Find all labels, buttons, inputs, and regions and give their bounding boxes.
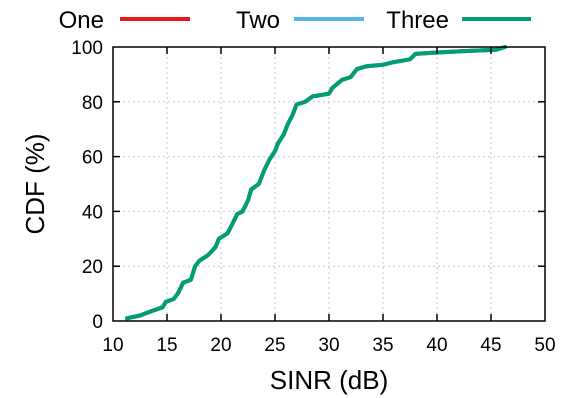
legend-entry-two: Two — [236, 7, 364, 34]
y-tick-label: 20 — [82, 257, 103, 278]
grid-lines — [113, 47, 545, 321]
x-tick-label: 35 — [372, 335, 393, 356]
series-lines — [125, 45, 507, 321]
legend-label: One — [59, 7, 104, 34]
legend-entry-one: One — [59, 7, 190, 34]
y-tick-label: 0 — [92, 312, 103, 333]
x-tick-label: 45 — [480, 335, 501, 356]
series-line-one — [125, 45, 507, 321]
legend-entry-three: Three — [386, 7, 531, 34]
legend-label: Two — [236, 7, 280, 34]
series-line-three — [125, 45, 507, 321]
x-tick-label: 10 — [102, 335, 123, 356]
x-tick-label: 30 — [318, 335, 339, 356]
x-tick-label: 15 — [156, 335, 177, 356]
x-axis-label: SINR (dB) — [270, 365, 388, 395]
x-tick-label: 40 — [426, 335, 447, 356]
y-tick-label: 40 — [82, 202, 103, 223]
series-line-two — [125, 45, 507, 321]
y-axis-label: CDF (%) — [20, 133, 50, 234]
legend: One Two Three — [59, 7, 531, 34]
x-tick-label: 20 — [210, 335, 231, 356]
x-tick-label: 25 — [264, 335, 285, 356]
axis-ticks: 10 15 20 25 30 35 40 45 50 0 20 40 60 80 100 — [71, 38, 555, 356]
y-tick-label: 80 — [82, 93, 103, 114]
x-tick-label: 50 — [534, 335, 555, 356]
y-tick-label: 100 — [71, 38, 103, 59]
legend-label: Three — [386, 7, 449, 34]
y-tick-label: 60 — [82, 148, 103, 169]
